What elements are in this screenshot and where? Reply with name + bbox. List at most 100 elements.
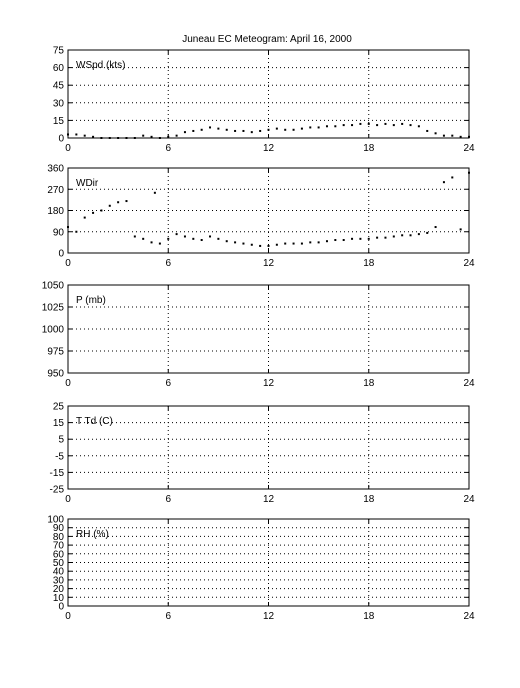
data-point [451,134,454,137]
y-tick-label: 75 [53,46,65,57]
temperature-dewpoint-panel: 0 6 12 18 24 -25 -15 -5 5 15 25 T Td (C) [50,402,475,506]
data-point [234,241,237,244]
data-point [217,127,220,130]
y-tick-label: 270 [47,185,64,196]
data-point [468,171,470,174]
data-point [117,201,120,204]
y-tick-label: 1025 [42,303,65,314]
x-tick-label: 6 [165,258,171,269]
y-tick-label: 90 [53,227,65,238]
data-point [451,176,454,179]
data-point [442,134,445,137]
data-point [417,125,420,128]
data-point [259,244,262,247]
data-point [92,135,95,138]
wind-speed-panel: 0 6 12 18 24 0 15 30 45 60 75 WSpd (kts) [53,46,475,155]
x-tick-label: 24 [463,258,475,269]
data-point [392,124,395,127]
data-point [376,124,379,127]
y-tick-label: 15 [53,418,65,429]
data-point [125,137,128,139]
data-point [351,237,354,240]
data-point [150,135,153,138]
data-point [417,233,420,236]
data-point [292,128,295,131]
data-point [133,235,136,238]
y-tick-label: -25 [50,485,65,496]
data-point [175,134,178,137]
y-tick-label: -15 [50,468,65,479]
data-point [342,239,345,242]
y-tick-label: 180 [47,206,64,217]
x-tick-label: 12 [263,143,275,154]
data-point [401,122,404,125]
x-tick-label: 6 [165,143,171,154]
y-tick-label: 80 [53,532,65,543]
y-tick-label: 0 [58,249,64,260]
data-point [317,126,320,129]
x-tick-label: 24 [463,494,475,505]
data-point [300,127,303,130]
x-tick-label: 6 [165,494,171,505]
data-point [242,129,245,132]
x-tick-label: 0 [65,494,71,505]
plot-area [68,406,469,489]
x-tick-label: 12 [263,611,275,622]
y-tick-label: 360 [47,164,64,175]
data-point [409,234,412,237]
y-tick-label: 90 [53,523,65,534]
y-tick-label: 20 [53,584,65,595]
data-point [459,135,462,138]
data-point [284,128,287,131]
data-point [192,129,195,132]
x-tick-label: 12 [263,378,275,389]
data-point [309,126,312,129]
x-tick-label: 18 [363,494,375,505]
data-point [175,233,178,236]
data-point [117,137,120,139]
data-point [426,129,429,132]
data-point [434,226,437,229]
data-point [409,124,412,127]
x-tick-label: 24 [463,378,475,389]
data-point [67,133,69,136]
y-tick-label: 15 [53,116,65,127]
y-tick-label: 100 [47,515,64,526]
data-point [200,128,203,131]
y-tick-label: 1050 [42,281,65,292]
data-point [83,216,86,219]
data-point [384,236,387,239]
y-tick-label: 1000 [42,325,65,336]
y-tick-label: 30 [53,98,65,109]
data-point [167,135,170,138]
data-point [250,243,253,246]
data-point [192,237,195,240]
data-point [83,134,86,137]
data-point [259,129,262,132]
x-tick-label: 0 [65,611,71,622]
data-point [108,137,111,139]
data-point [334,239,337,242]
data-point [234,129,237,132]
data-point [209,126,212,129]
y-tick-label: 5 [58,435,64,446]
data-point [426,231,429,234]
data-point [317,241,320,244]
data-point [351,124,354,127]
y-tick-label: 45 [53,81,65,92]
data-point [250,131,253,134]
data-point [142,134,145,137]
data-point [267,244,270,247]
data-point [125,200,128,203]
y-tick-label: 60 [53,63,65,74]
panel-label: T Td (C) [76,416,113,427]
x-tick-label: 18 [363,258,375,269]
y-tick-label: 950 [47,369,64,380]
data-point [183,235,186,238]
data-point [167,237,170,240]
x-tick-label: 18 [363,143,375,154]
data-point [300,242,303,245]
